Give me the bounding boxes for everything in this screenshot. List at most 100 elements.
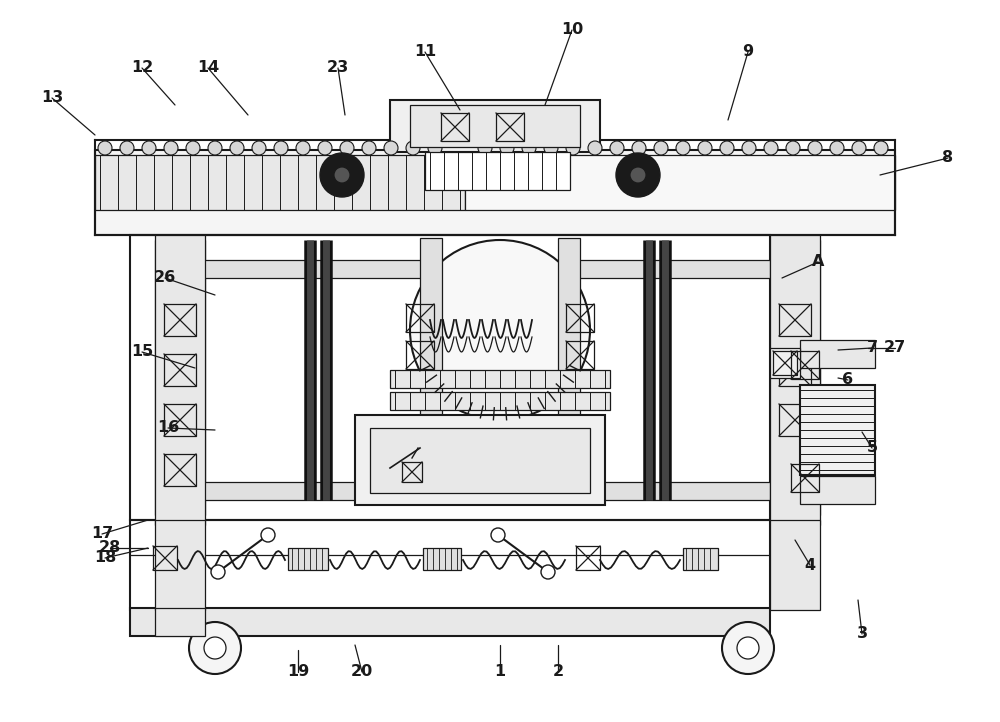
Circle shape (566, 141, 580, 155)
Text: 18: 18 (94, 550, 116, 565)
Circle shape (852, 141, 866, 155)
Bar (390, 370, 610, 388)
Bar (683, 548, 718, 570)
Text: 14: 14 (197, 61, 219, 76)
Bar (779, 404, 811, 436)
Circle shape (491, 528, 505, 542)
Text: 6: 6 (842, 373, 854, 388)
Bar (773, 351, 797, 375)
Text: 1: 1 (494, 664, 506, 679)
Bar (779, 304, 811, 336)
Circle shape (384, 141, 398, 155)
Circle shape (406, 141, 420, 155)
Text: 28: 28 (99, 541, 121, 555)
Circle shape (164, 141, 178, 155)
Bar (402, 462, 422, 482)
Bar (164, 304, 196, 336)
Text: 26: 26 (154, 271, 176, 285)
Circle shape (142, 141, 156, 155)
Bar (155, 520, 205, 610)
Text: 12: 12 (131, 61, 153, 76)
Bar (95, 150, 895, 235)
Bar (355, 415, 605, 505)
Bar (770, 348, 800, 378)
Bar (770, 520, 820, 610)
Circle shape (189, 622, 241, 674)
Circle shape (261, 528, 275, 542)
Bar (390, 100, 600, 152)
Circle shape (742, 141, 756, 155)
Bar (441, 113, 469, 141)
Circle shape (722, 622, 774, 674)
Bar (791, 464, 819, 492)
Circle shape (428, 141, 442, 155)
Text: 4: 4 (804, 557, 816, 573)
Text: 8: 8 (942, 150, 954, 165)
Circle shape (737, 637, 759, 659)
Circle shape (522, 141, 536, 155)
Bar (800, 476, 875, 504)
Text: 2: 2 (552, 664, 564, 679)
Bar (566, 341, 594, 369)
Text: 19: 19 (287, 664, 309, 679)
Bar (566, 304, 594, 332)
Text: 9: 9 (742, 45, 754, 59)
Circle shape (541, 565, 555, 579)
Circle shape (252, 141, 266, 155)
Bar (496, 113, 524, 141)
Bar (390, 392, 610, 410)
Circle shape (808, 141, 822, 155)
Bar (155, 608, 205, 636)
Bar (155, 235, 205, 525)
Bar (164, 454, 196, 486)
Bar (200, 482, 770, 500)
Circle shape (676, 141, 690, 155)
Bar (130, 608, 770, 636)
Text: A: A (812, 254, 824, 269)
Circle shape (616, 153, 660, 197)
Circle shape (720, 141, 734, 155)
Bar (576, 546, 600, 570)
Text: 20: 20 (351, 664, 373, 679)
Text: 5: 5 (866, 440, 878, 456)
Text: 15: 15 (131, 344, 153, 360)
Text: 27: 27 (884, 341, 906, 355)
Bar (155, 240, 205, 515)
Bar (164, 354, 196, 386)
Circle shape (318, 141, 332, 155)
Bar (791, 351, 819, 379)
Circle shape (874, 141, 888, 155)
Circle shape (478, 141, 492, 155)
Circle shape (211, 565, 225, 579)
Bar (370, 428, 590, 493)
Circle shape (654, 141, 668, 155)
Bar (406, 304, 434, 332)
Bar (153, 546, 177, 570)
Bar (770, 235, 820, 525)
Circle shape (274, 141, 288, 155)
Bar (425, 152, 570, 190)
Bar (288, 548, 328, 570)
Circle shape (610, 141, 624, 155)
Circle shape (764, 141, 778, 155)
Bar (558, 238, 580, 498)
Text: 16: 16 (157, 420, 179, 435)
Text: 17: 17 (91, 526, 113, 542)
Circle shape (340, 141, 354, 155)
Bar (770, 240, 820, 515)
Circle shape (230, 141, 244, 155)
Circle shape (830, 141, 844, 155)
Circle shape (120, 141, 134, 155)
Circle shape (500, 141, 514, 155)
Bar (130, 235, 770, 520)
Circle shape (98, 141, 112, 155)
Bar (800, 385, 875, 475)
Text: 11: 11 (414, 45, 436, 59)
Text: 13: 13 (41, 90, 63, 105)
Circle shape (320, 153, 364, 197)
Bar (406, 341, 434, 369)
Circle shape (362, 141, 376, 155)
Circle shape (544, 141, 558, 155)
Circle shape (296, 141, 310, 155)
Circle shape (588, 141, 602, 155)
